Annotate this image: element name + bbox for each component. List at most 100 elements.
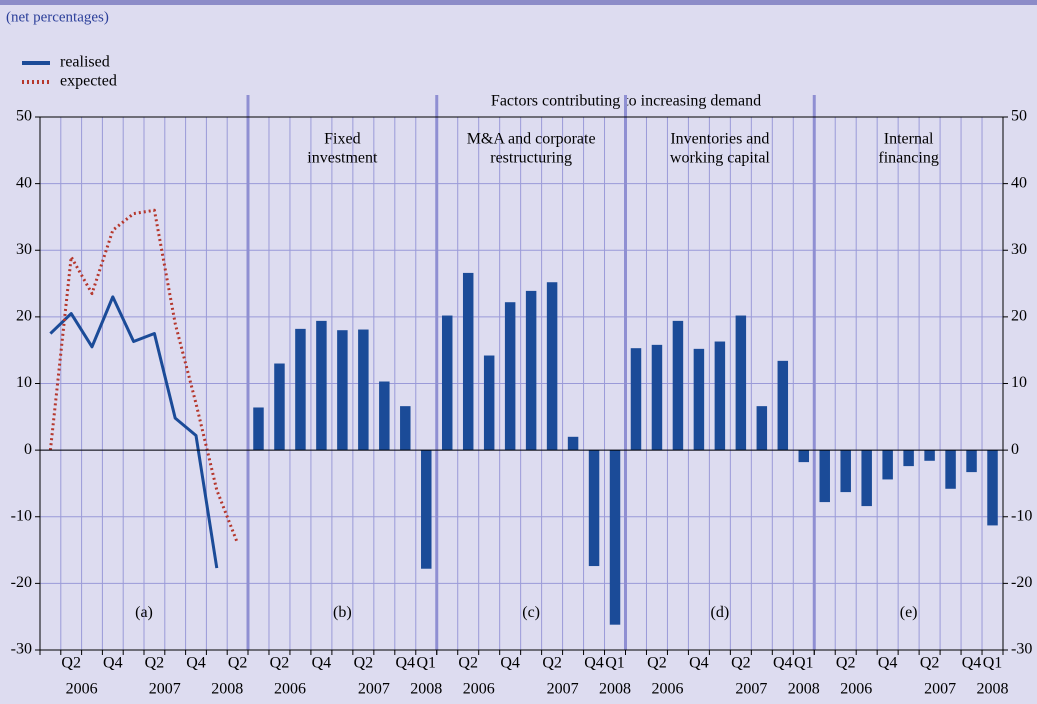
x-tick-label: Q1 [416, 655, 436, 672]
year-label: 2006 [66, 681, 98, 698]
bar [651, 344, 663, 451]
x-tick-label: Q1 [794, 655, 814, 672]
bar [945, 450, 956, 489]
bar [379, 381, 390, 451]
series-line [48, 208, 239, 544]
bar [798, 450, 810, 463]
bar [966, 450, 977, 473]
y-tick-label: -20 [11, 574, 32, 591]
bar [567, 436, 579, 451]
y-tick-label: 10 [16, 374, 32, 391]
y2-tick-label: 20 [1011, 308, 1027, 325]
bar [421, 450, 432, 569]
y2-tick-label: 50 [1011, 108, 1027, 125]
bar [903, 450, 914, 467]
y-tick-label: 0 [24, 441, 32, 458]
bar [316, 320, 327, 451]
panel-label: (e) [900, 604, 918, 621]
x-tick-label: Q1 [983, 655, 1003, 672]
year-label: 2008 [211, 681, 243, 698]
x-tick-label: Q2 [354, 655, 374, 672]
x-tick-label: Q4 [584, 655, 604, 672]
bar [987, 450, 998, 526]
bar [441, 315, 453, 451]
bar [274, 363, 285, 451]
panel-title: M&A and corporate [467, 131, 596, 148]
bar [693, 348, 705, 451]
bar [714, 341, 726, 451]
year-label: 2008 [410, 681, 442, 698]
panel-title: Fixed [324, 131, 360, 148]
panel-title: Internal [884, 131, 934, 148]
year-label: 2008 [977, 681, 1009, 698]
x-tick-label: Q2 [270, 655, 290, 672]
bar [462, 272, 474, 451]
bar [756, 406, 768, 451]
x-tick-label: Q4 [962, 655, 982, 672]
panel-title: financing [878, 150, 938, 167]
year-label: 2007 [924, 681, 956, 698]
year-label: 2006 [463, 681, 495, 698]
bar [546, 282, 558, 451]
bar [400, 406, 411, 451]
x-tick-label: Q2 [228, 655, 248, 672]
bar [483, 355, 495, 451]
panel-label: (a) [135, 604, 153, 621]
x-tick-label: Q1 [605, 655, 625, 672]
legend-label: expected [60, 73, 117, 90]
panel-label: (c) [522, 604, 540, 621]
bar [840, 450, 851, 493]
year-label: 2007 [547, 681, 579, 698]
bar [630, 348, 642, 451]
year-label: 2008 [788, 681, 820, 698]
bar [525, 290, 537, 451]
year-label: 2007 [149, 681, 181, 698]
bar [672, 320, 684, 451]
y2-tick-label: 40 [1011, 174, 1027, 191]
top-band [0, 0, 1037, 5]
legend-label: realised [60, 54, 110, 71]
bar [882, 450, 893, 480]
y2-tick-label: 30 [1011, 241, 1027, 258]
year-label: 2006 [651, 681, 683, 698]
bar [253, 407, 264, 451]
y-tick-label: 20 [16, 308, 32, 325]
y2-tick-label: -10 [1011, 507, 1032, 524]
x-tick-label: Q2 [458, 655, 478, 672]
panel-label: (d) [711, 604, 730, 621]
y-tick-label: -30 [11, 641, 32, 658]
year-label: 2006 [274, 681, 306, 698]
y-tick-label: 30 [16, 241, 32, 258]
x-tick-label: Q4 [773, 655, 793, 672]
x-tick-label: Q4 [500, 655, 520, 672]
bar [609, 450, 621, 625]
x-tick-label: Q2 [647, 655, 667, 672]
bar [588, 450, 600, 567]
y2-tick-label: 10 [1011, 374, 1027, 391]
panel-title: Inventories and [670, 131, 769, 148]
bar [777, 360, 789, 451]
x-tick-label: Q4 [396, 655, 416, 672]
y-tick-label: -10 [11, 507, 32, 524]
panel-title: working capital [670, 150, 771, 167]
bar [735, 315, 747, 451]
year-label: 2007 [735, 681, 767, 698]
y2-tick-label: -30 [1011, 641, 1032, 658]
bar [504, 302, 516, 451]
y-tick-label: 40 [16, 174, 32, 191]
bar [861, 450, 872, 507]
bar [295, 328, 306, 451]
panel-label: (b) [333, 604, 352, 621]
x-tick-label: Q4 [878, 655, 898, 672]
bar [924, 450, 935, 461]
plot-frame [39, 116, 1004, 651]
panel-title: restructuring [490, 150, 572, 167]
x-tick-label: Q4 [103, 655, 123, 672]
y2-tick-label: 0 [1011, 441, 1019, 458]
x-tick-label: Q4 [312, 655, 332, 672]
year-label: 2007 [358, 681, 390, 698]
y2-tick-label: -20 [1011, 574, 1032, 591]
x-tick-label: Q2 [542, 655, 562, 672]
